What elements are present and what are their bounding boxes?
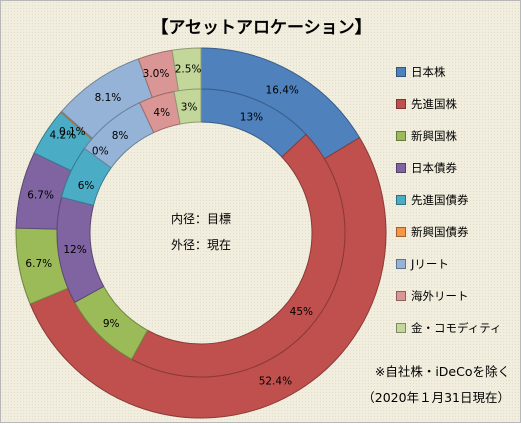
outer-ring-data-label: 52.4% [259,375,292,387]
footnote: ※自社株・iDeCoを除く （2020年１月31日現在） [362,359,510,411]
outer-ring-data-label: 3.0% [143,68,170,80]
legend-swatch [396,259,406,269]
legend-swatch [396,323,406,333]
legend-swatch [396,67,406,77]
outer-ring-data-label: 16.4% [266,84,299,96]
legend-swatch [396,163,406,173]
legend-label: Jリート [411,257,449,271]
data-labels: 16.4% 52.4% 6.7% 6.7% 4.2%0.1% 8.1% 3.0% 2.5% 13… [25,64,313,388]
inner-ring-data-label: 6% [78,180,95,192]
legend-label: 先進国株 [411,97,457,111]
legend-label: 日本債券 [411,161,457,175]
legend-label: 金・コモディティ [411,321,502,335]
legend-label: 海外リート [411,289,469,303]
legend-label: 新興国債券 [411,225,469,239]
legend-label: 新興国株 [411,129,457,143]
legend-swatch [396,291,406,301]
legend-item: Jリート [396,255,449,273]
outer-ring-data-label: 0.1% [59,126,86,138]
legend-label: 日本株 [411,65,446,79]
legend-swatch [396,131,406,141]
chart-title: 【アセットアロケーション】 [151,18,372,38]
legend-item: 日本株 [396,63,446,81]
inner-ring-caption: 内径：目標 [171,212,231,226]
legend-item: 先進国債券 [396,191,469,209]
legend-item: 金・コモディティ [396,319,502,337]
legend-swatch [396,195,406,205]
inner-ring-data-label: 13% [240,111,263,123]
inner-ring-data-label: 45% [290,306,313,318]
legend-swatch [396,99,406,109]
legend-item: 海外リート [396,287,469,305]
footnote-date: （2020年１月31日現在） [362,390,510,405]
outer-ring-data-label: 6.7% [25,258,52,270]
inner-ring-slice [173,88,202,125]
legend-item: 新興国債券 [396,223,469,241]
inner-ring-data-label: 4% [153,107,170,119]
inner-ring-data-label: 9% [103,318,120,330]
legend-label: 先進国債券 [411,193,469,207]
footnote-exclusion: ※自社株・iDeCoを除く [374,364,510,379]
outer-ring-data-label: 2.5% [175,64,202,76]
legend-item: 日本債券 [396,159,457,177]
inner-ring [56,88,346,378]
legend-item: 新興国株 [396,127,457,145]
outer-ring-data-label: 4.2% [50,130,77,142]
legend-item: 先進国株 [396,95,457,113]
inner-ring-slice [130,133,346,378]
outer-ring-data-label: 6.7% [27,189,54,201]
inner-ring-data-label: 8% [112,130,129,142]
legend-swatch [396,227,406,237]
inner-ring-data-label: 12% [63,244,86,256]
inner-ring-data-label: 3% [181,102,198,114]
outer-ring-data-label: 8.1% [95,92,122,104]
outer-ring-caption: 外径：現在 [171,238,231,252]
inner-ring-data-label: 0% [92,145,109,157]
